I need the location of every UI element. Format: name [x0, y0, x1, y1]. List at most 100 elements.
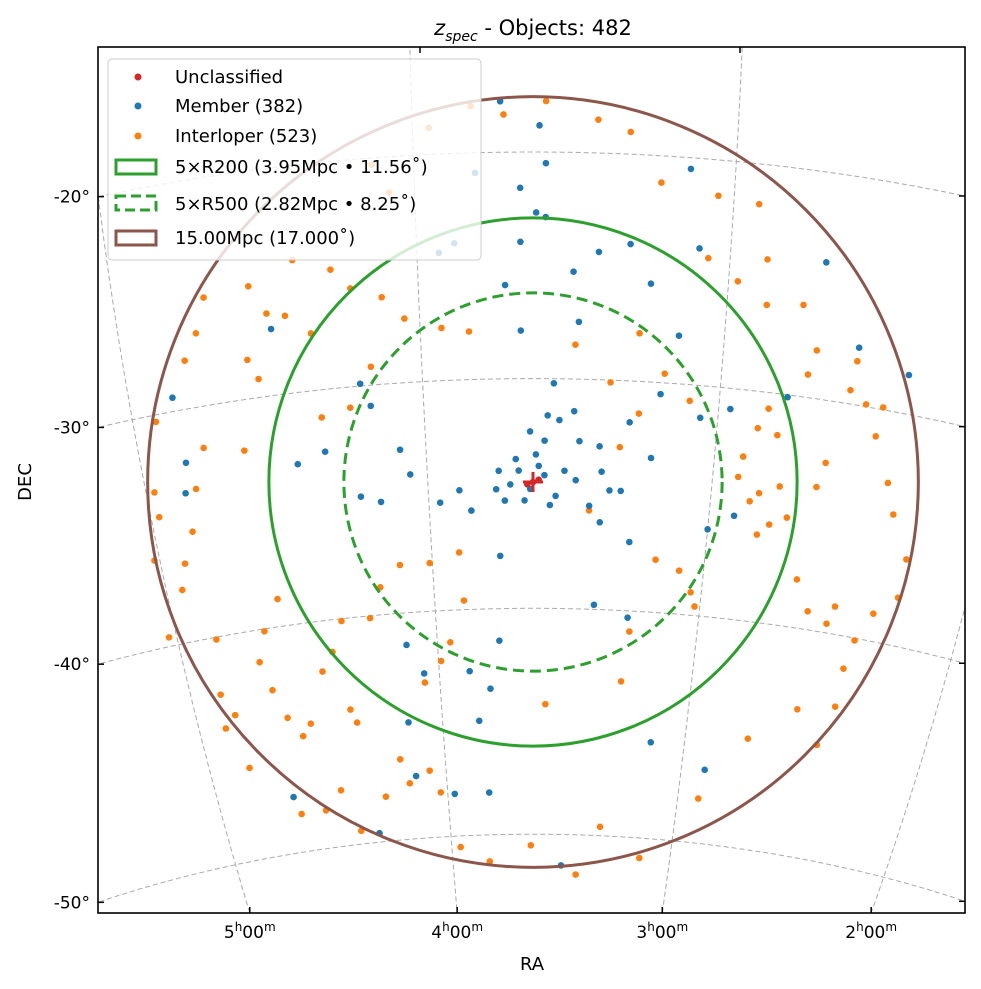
y-tick-label: -30° — [54, 418, 90, 438]
point-interloper — [457, 843, 464, 851]
point-member — [267, 325, 275, 333]
point-interloper — [675, 567, 683, 574]
point-interloper — [636, 854, 643, 862]
point-interloper — [319, 668, 326, 675]
point-interloper — [658, 179, 665, 186]
point-interloper — [192, 485, 200, 493]
point-member — [496, 552, 504, 560]
point-interloper — [754, 424, 762, 432]
point-interloper — [755, 489, 763, 497]
point-interloper — [406, 780, 414, 787]
point-member — [541, 471, 548, 479]
x-tick-label: 2h00m — [845, 920, 897, 943]
dec-grid-line — [99, 833, 963, 903]
point-member — [506, 481, 514, 488]
point-interloper — [200, 294, 207, 301]
point-interloper — [192, 330, 200, 337]
point-member — [466, 667, 473, 675]
point-member — [696, 414, 704, 422]
point-interloper — [870, 610, 877, 617]
point-interloper — [764, 256, 771, 263]
point-interloper — [686, 397, 694, 405]
point-interloper — [307, 720, 315, 727]
point-interloper — [261, 627, 268, 635]
point-member — [501, 281, 509, 289]
y-tick-label: -40° — [54, 655, 90, 675]
point-interloper — [595, 116, 602, 123]
point-member — [550, 379, 558, 387]
point-interloper — [189, 528, 196, 536]
point-member — [696, 245, 703, 252]
point-interloper — [804, 608, 811, 615]
point-interloper — [831, 603, 839, 610]
point-member — [475, 717, 483, 725]
point-member — [515, 467, 522, 474]
point-interloper — [437, 657, 445, 665]
point-interloper — [438, 324, 445, 332]
point-interloper — [298, 810, 305, 818]
point-member — [487, 685, 494, 693]
point-interloper — [572, 341, 579, 348]
point-member — [356, 380, 364, 388]
point-member — [647, 454, 655, 462]
point-member — [657, 390, 664, 398]
point-member — [823, 259, 830, 266]
point-member — [595, 248, 603, 256]
x-tick-label: 3h00m — [636, 920, 688, 943]
y-axis-label: DEC — [15, 463, 36, 501]
point-interloper — [585, 507, 593, 514]
point-interloper — [245, 282, 252, 290]
point-member — [727, 405, 734, 413]
legend-label-member: Member (382) — [175, 96, 303, 117]
point-member — [294, 460, 302, 468]
point-member — [575, 318, 583, 326]
point-member — [687, 165, 695, 173]
dec-grid-line — [98, 378, 962, 428]
point-interloper — [426, 559, 434, 567]
point-interloper — [763, 301, 771, 309]
legend-label-interloper: Interloper (523) — [175, 126, 317, 147]
point-interloper — [217, 691, 224, 698]
point-interloper — [616, 443, 624, 451]
point-member — [412, 772, 420, 780]
point-interloper — [421, 679, 429, 686]
point-member — [290, 793, 297, 801]
point-member — [536, 122, 543, 129]
point-member — [485, 789, 493, 796]
point-interloper — [327, 266, 334, 274]
point-interloper — [213, 636, 220, 643]
point-interloper — [694, 795, 702, 802]
point-interloper — [903, 556, 910, 563]
legend-marker-15mpc — [114, 229, 158, 247]
point-interloper — [765, 405, 772, 412]
point-interloper — [774, 431, 781, 439]
point-member — [405, 719, 412, 726]
point-member — [535, 462, 543, 470]
point-member — [420, 670, 428, 677]
point-interloper — [318, 414, 326, 421]
center-cross-marker — [523, 472, 543, 492]
point-interloper — [446, 639, 454, 646]
point-member — [403, 641, 410, 649]
point-member — [546, 501, 554, 509]
point-interloper — [165, 634, 173, 641]
legend: Unclassified Member (382) Interloper (52… — [107, 58, 482, 261]
point-interloper — [337, 787, 345, 794]
point-member — [585, 502, 593, 510]
point-interloper — [822, 459, 829, 467]
point-interloper — [705, 254, 712, 262]
point-interloper — [367, 363, 375, 371]
point-member — [570, 407, 578, 415]
point-interloper — [804, 371, 812, 378]
point-interloper — [437, 789, 445, 796]
x-tick-label: 4h00m — [431, 920, 483, 943]
point-interloper — [460, 597, 468, 604]
point-interloper — [255, 375, 262, 383]
point-member — [495, 467, 502, 475]
point-member — [169, 394, 176, 402]
legend-marker-r500 — [114, 194, 158, 212]
point-member — [541, 437, 548, 444]
point-member — [182, 489, 189, 497]
point-interloper — [890, 511, 897, 518]
point-interloper — [527, 841, 535, 849]
